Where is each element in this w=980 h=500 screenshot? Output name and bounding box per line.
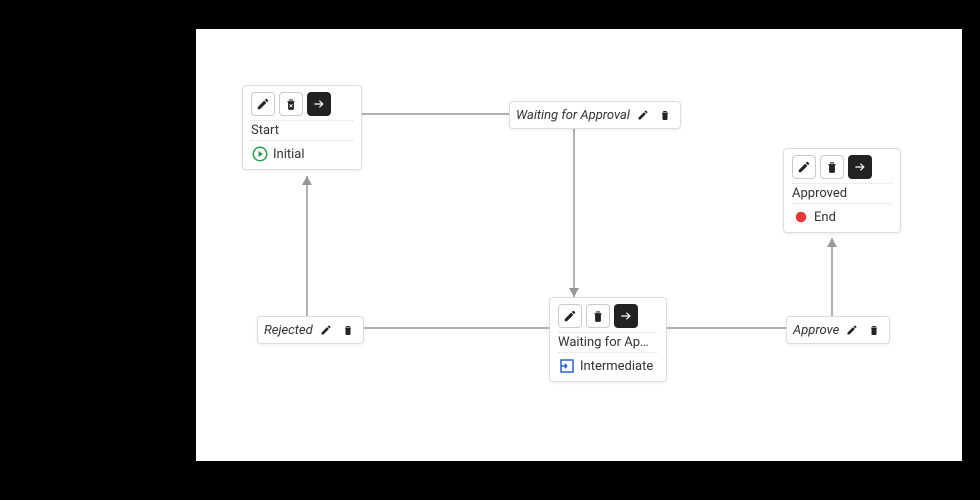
- trash-icon: [342, 324, 354, 336]
- pencil-icon: [637, 109, 649, 121]
- edge-label-text: Rejected: [264, 323, 313, 338]
- delete-button[interactable]: [339, 321, 357, 339]
- intermediate-icon: [558, 357, 576, 375]
- state-label: End: [814, 210, 836, 225]
- node-title: Approved: [792, 183, 892, 204]
- edit-button[interactable]: [634, 106, 652, 124]
- delete-button[interactable]: [656, 106, 674, 124]
- node-title: Waiting for Ap…: [558, 332, 658, 353]
- transition-button[interactable]: [614, 304, 638, 328]
- node-state: Initial: [251, 141, 353, 163]
- pencil-icon: [846, 324, 858, 336]
- pencil-icon: [256, 97, 270, 111]
- pencil-icon: [797, 160, 811, 174]
- trash-icon: [825, 160, 839, 174]
- edit-button[interactable]: [558, 304, 582, 328]
- pencil-icon: [563, 309, 577, 323]
- node-state: End: [792, 204, 892, 226]
- arrow-right-icon: [312, 97, 326, 111]
- node-tools: [251, 92, 353, 116]
- edge-label[interactable]: Approve: [786, 316, 890, 344]
- edge-label[interactable]: Waiting for Approval: [509, 101, 681, 129]
- transition-button[interactable]: [307, 92, 331, 116]
- edge-label[interactable]: Rejected: [257, 316, 364, 344]
- initial-icon: [251, 145, 269, 163]
- trash-icon: [284, 97, 298, 111]
- node-state: Intermediate: [558, 353, 658, 375]
- edit-button[interactable]: [792, 155, 816, 179]
- state-label: Intermediate: [580, 359, 653, 374]
- node-title: Start: [251, 120, 353, 141]
- pencil-icon: [320, 324, 332, 336]
- edit-button[interactable]: [251, 92, 275, 116]
- trash-icon: [659, 109, 671, 121]
- arrow-right-icon: [619, 309, 633, 323]
- node-start[interactable]: Start Initial: [242, 85, 362, 170]
- end-icon: [792, 208, 810, 226]
- trash-icon: [591, 309, 605, 323]
- edge-label-text: Waiting for Approval: [516, 108, 630, 123]
- delete-button[interactable]: [865, 321, 883, 339]
- arrow-right-icon: [853, 160, 867, 174]
- node-waiting[interactable]: Waiting for Ap… Intermediate: [549, 297, 667, 382]
- delete-button[interactable]: [820, 155, 844, 179]
- edge-label-text: Approve: [793, 323, 839, 338]
- state-label: Initial: [273, 147, 305, 162]
- edit-button[interactable]: [843, 321, 861, 339]
- delete-button[interactable]: [279, 92, 303, 116]
- trash-icon: [868, 324, 880, 336]
- delete-button[interactable]: [586, 304, 610, 328]
- node-tools: [792, 155, 892, 179]
- node-approved[interactable]: Approved End: [783, 148, 901, 233]
- node-tools: [558, 304, 658, 328]
- transition-button[interactable]: [848, 155, 872, 179]
- edit-button[interactable]: [317, 321, 335, 339]
